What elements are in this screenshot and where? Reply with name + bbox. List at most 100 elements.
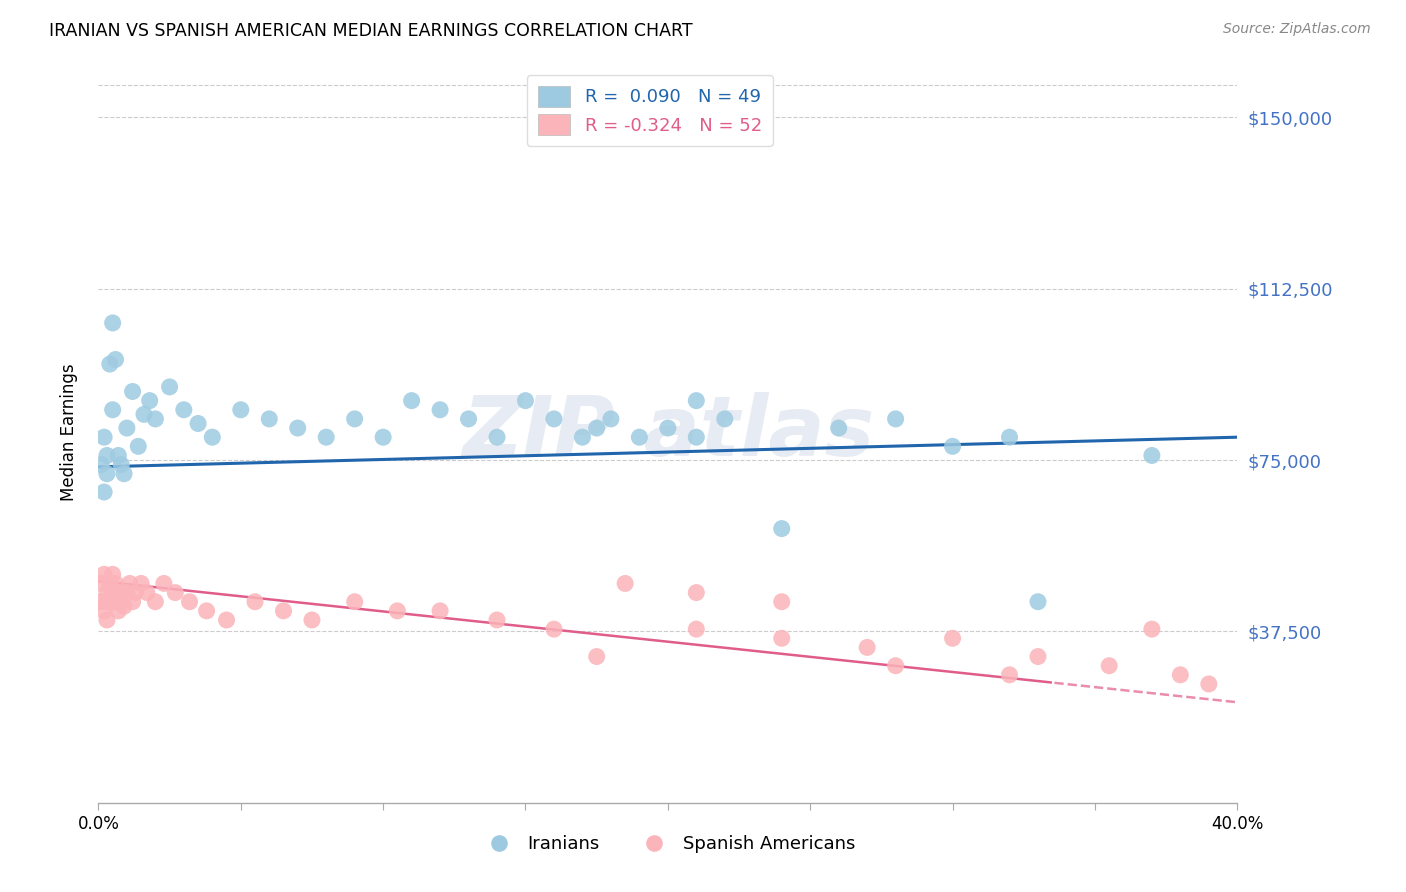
Point: [107, 449, 129, 463]
Point: [259, 412, 281, 426]
Point: [343, 595, 366, 609]
Point: [121, 595, 143, 609]
Point: [104, 595, 127, 609]
Point: [129, 576, 152, 591]
Point: [685, 393, 707, 408]
Point: [187, 417, 209, 431]
Point: [127, 439, 149, 453]
Point: [101, 316, 124, 330]
Point: [685, 585, 707, 599]
Point: [145, 412, 167, 426]
Point: [96, 613, 118, 627]
Point: [121, 384, 143, 399]
Point: [110, 595, 132, 609]
Point: [93, 485, 115, 500]
Point: [112, 599, 135, 614]
Point: [1026, 595, 1049, 609]
Point: [96, 595, 118, 609]
Point: [614, 576, 637, 591]
Point: [229, 402, 252, 417]
Text: Source: ZipAtlas.com: Source: ZipAtlas.com: [1223, 22, 1371, 37]
Point: [101, 402, 124, 417]
Point: [118, 576, 141, 591]
Point: [201, 430, 224, 444]
Point: [301, 613, 323, 627]
Point: [387, 604, 409, 618]
Point: [115, 421, 138, 435]
Point: [998, 668, 1021, 682]
Point: [828, 421, 851, 435]
Point: [96, 585, 118, 599]
Point: [770, 595, 793, 609]
Point: [657, 421, 679, 435]
Point: [770, 522, 793, 536]
Point: [110, 458, 132, 472]
Y-axis label: Median Earnings: Median Earnings: [59, 364, 77, 501]
Point: [714, 412, 737, 426]
Point: [90, 595, 112, 609]
Point: [98, 576, 121, 591]
Point: [173, 402, 195, 417]
Point: [287, 421, 309, 435]
Point: [486, 613, 509, 627]
Point: [124, 585, 146, 599]
Point: [101, 567, 124, 582]
Point: [884, 658, 907, 673]
Point: [93, 430, 115, 444]
Point: [628, 430, 651, 444]
Point: [132, 408, 155, 422]
Point: [115, 585, 138, 599]
Point: [273, 604, 295, 618]
Point: [96, 467, 118, 481]
Point: [315, 430, 337, 444]
Point: [1026, 649, 1049, 664]
Point: [165, 585, 187, 599]
Point: [942, 632, 965, 646]
Point: [401, 393, 423, 408]
Point: [1198, 677, 1220, 691]
Point: [112, 467, 135, 481]
Point: [195, 604, 218, 618]
Point: [585, 649, 607, 664]
Point: [1140, 622, 1163, 636]
Point: [215, 613, 238, 627]
Point: [457, 412, 479, 426]
Point: [571, 430, 593, 444]
Point: [145, 595, 167, 609]
Point: [96, 449, 118, 463]
Point: [942, 439, 965, 453]
Point: [429, 604, 451, 618]
Point: [90, 458, 112, 472]
Point: [685, 430, 707, 444]
Point: [104, 576, 127, 591]
Point: [153, 576, 176, 591]
Point: [543, 622, 565, 636]
Point: [93, 604, 115, 618]
Point: [107, 604, 129, 618]
Point: [998, 430, 1021, 444]
Legend: Iranians, Spanish Americans: Iranians, Spanish Americans: [474, 828, 862, 861]
Point: [138, 393, 160, 408]
Point: [856, 640, 879, 655]
Point: [515, 393, 537, 408]
Point: [243, 595, 266, 609]
Point: [107, 585, 129, 599]
Point: [1170, 668, 1192, 682]
Point: [101, 585, 124, 599]
Point: [884, 412, 907, 426]
Point: [543, 412, 565, 426]
Point: [770, 632, 793, 646]
Point: [685, 622, 707, 636]
Point: [1140, 449, 1163, 463]
Point: [159, 380, 181, 394]
Point: [179, 595, 201, 609]
Point: [600, 412, 623, 426]
Point: [585, 421, 607, 435]
Point: [486, 430, 509, 444]
Text: ZIP atlas: ZIP atlas: [461, 392, 875, 473]
Point: [1098, 658, 1121, 673]
Point: [93, 567, 115, 582]
Point: [373, 430, 395, 444]
Point: [135, 585, 157, 599]
Text: IRANIAN VS SPANISH AMERICAN MEDIAN EARNINGS CORRELATION CHART: IRANIAN VS SPANISH AMERICAN MEDIAN EARNI…: [49, 22, 693, 40]
